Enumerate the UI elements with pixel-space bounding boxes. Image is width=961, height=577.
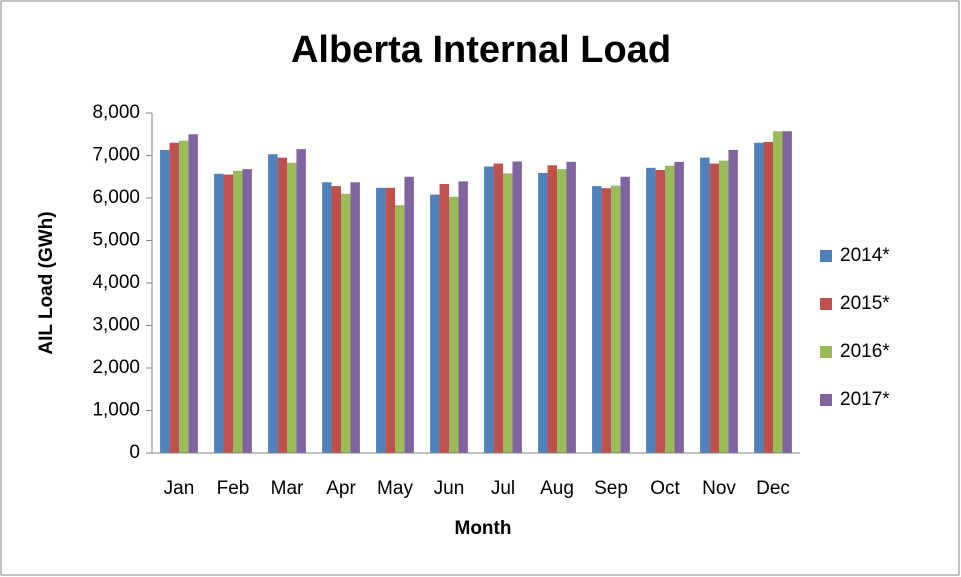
y-tick-label: 0 [129,442,140,463]
bar [322,182,332,453]
bar [728,149,738,453]
bar [484,166,494,454]
bar [395,205,405,453]
legend-swatch [820,250,832,262]
y-tick-label: 7,000 [92,145,140,166]
bar [566,161,576,453]
bar [188,134,198,453]
legend-label: 2015* [840,293,890,314]
x-tick-label: Apr [326,478,356,499]
x-tick-label: Mar [271,478,304,499]
bar [439,183,449,453]
bar [782,131,792,453]
bar [503,173,513,453]
bar [493,163,503,453]
legend-label: 2017* [840,389,890,410]
bar [719,160,729,453]
x-tick-label: Oct [650,478,680,499]
bar [611,185,621,454]
bar [665,165,675,453]
bar [458,181,468,454]
bar [242,169,252,453]
bar [214,173,224,453]
x-tick-label: Jun [434,478,465,499]
bar [646,167,656,453]
x-tick-label: Aug [540,478,574,499]
y-tick-label: 3,000 [92,315,140,336]
bar [268,154,278,453]
x-tick-label: Sep [594,478,628,499]
legend-swatch [820,298,832,310]
bar [601,188,611,453]
x-tick-label: Feb [217,478,250,499]
bar [430,194,440,453]
y-tick-label: 8,000 [92,102,140,123]
y-tick-label: 2,000 [92,357,140,378]
x-tick-label: May [377,478,413,499]
bar [557,169,567,453]
bar [700,157,710,453]
x-tick-label: Jan [164,478,195,499]
bar [331,186,341,453]
x-tick-label: Nov [702,478,736,499]
bar [160,149,170,453]
legend-label: 2014* [840,245,890,266]
bar [385,187,395,454]
bar [233,170,243,454]
bar [709,163,719,453]
bar [404,176,414,453]
legend-swatch [820,346,832,358]
bar [287,162,297,453]
bar [169,142,179,453]
x-axis-title: Month [455,518,512,539]
bar [341,193,351,453]
bar [763,141,773,453]
x-tick-label: Jul [491,478,515,499]
chart-title: Alberta Internal Load [291,29,671,71]
bar [754,142,764,453]
y-axis-title: AIL Load (GWh) [36,211,57,354]
bar [179,140,189,453]
bar [350,182,360,453]
y-tick-label: 6,000 [92,187,140,208]
y-tick-label: 4,000 [92,272,140,293]
bar [620,176,630,453]
legend-label: 2016* [840,341,890,362]
y-tick-label: 5,000 [92,230,140,251]
bar [655,169,665,453]
bar [773,131,783,453]
bar [592,186,602,453]
bar [538,172,548,454]
bar [547,165,557,453]
bar [674,161,684,453]
bar [376,187,386,454]
bar [277,157,287,453]
bar [296,149,306,453]
y-tick-label: 1,000 [92,400,140,421]
bar [223,174,233,453]
legend-swatch [820,394,832,406]
x-tick-label: Dec [756,478,790,499]
bar [449,196,459,453]
bar [512,161,522,453]
